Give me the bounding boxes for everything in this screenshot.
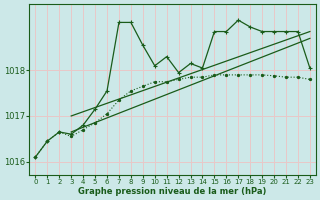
X-axis label: Graphe pression niveau de la mer (hPa): Graphe pression niveau de la mer (hPa) [78,187,267,196]
